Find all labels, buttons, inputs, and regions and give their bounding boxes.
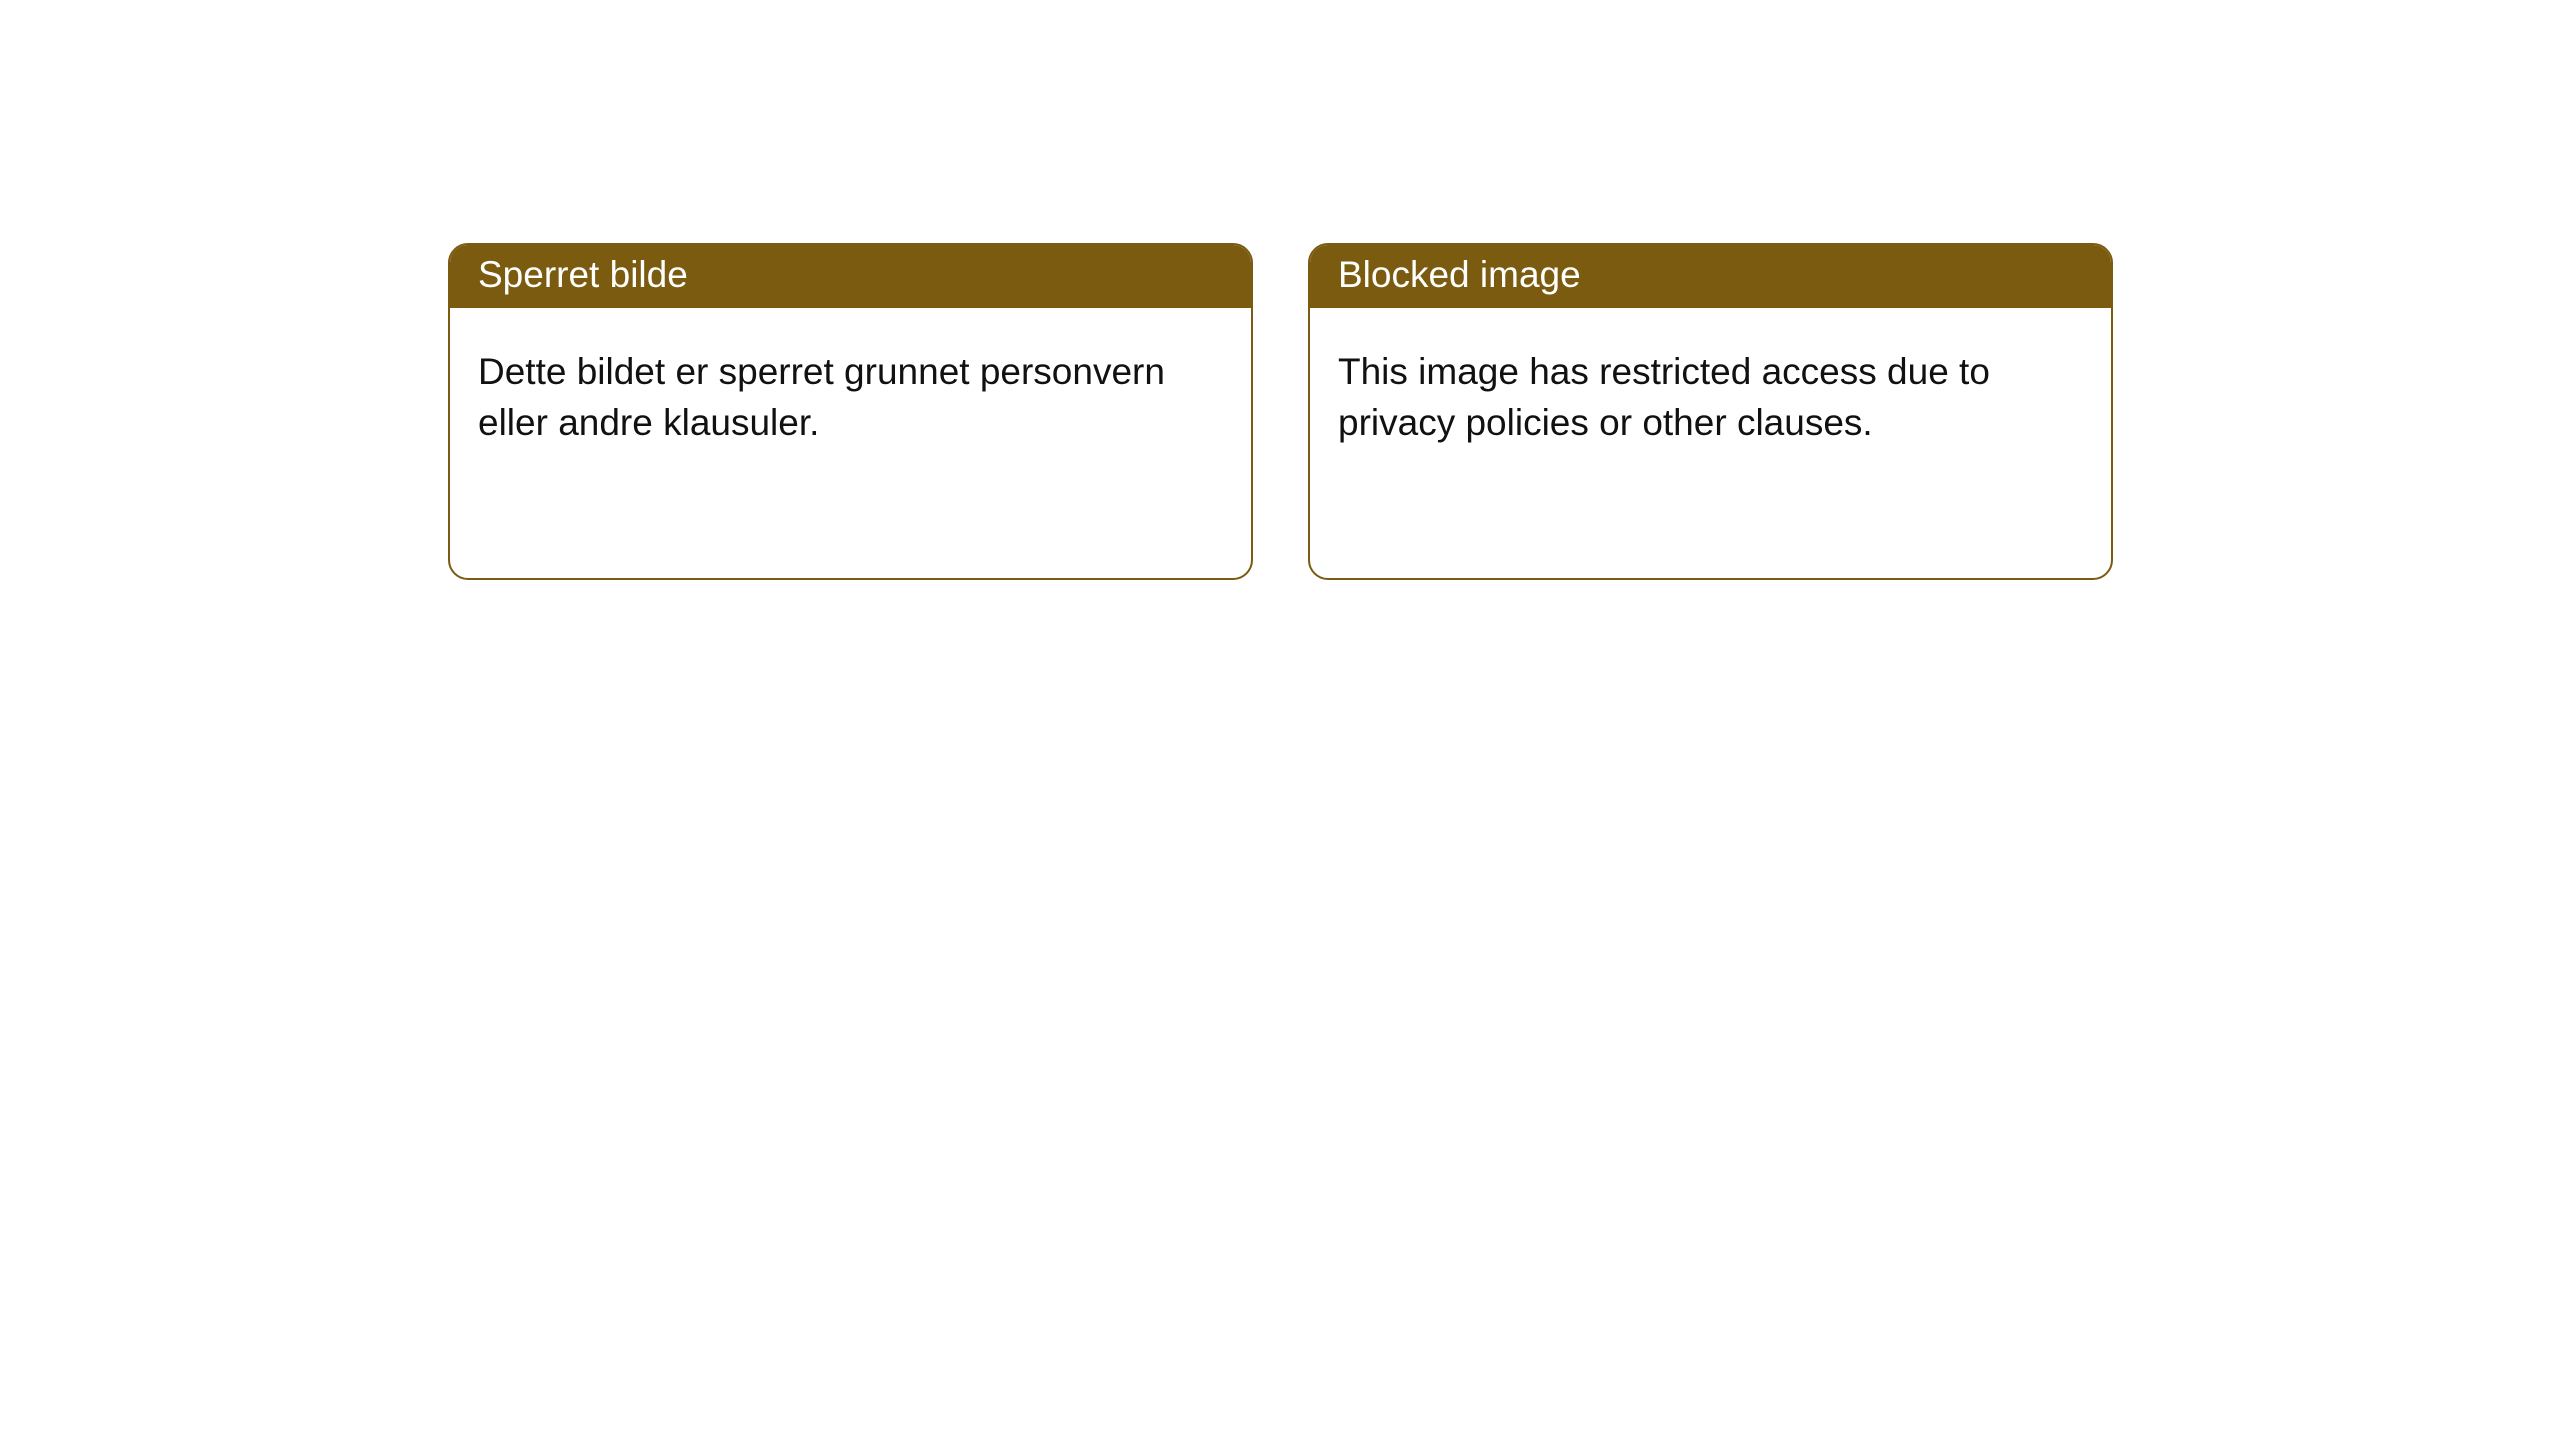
- notice-card-english: Blocked image This image has restricted …: [1308, 243, 2113, 580]
- notice-card-title: Sperret bilde: [450, 245, 1251, 308]
- notice-card-body: This image has restricted access due to …: [1310, 308, 2111, 486]
- notice-cards-container: Sperret bilde Dette bildet er sperret gr…: [448, 243, 2113, 580]
- notice-card-title: Blocked image: [1310, 245, 2111, 308]
- notice-card-body: Dette bildet er sperret grunnet personve…: [450, 308, 1251, 486]
- notice-card-norwegian: Sperret bilde Dette bildet er sperret gr…: [448, 243, 1253, 580]
